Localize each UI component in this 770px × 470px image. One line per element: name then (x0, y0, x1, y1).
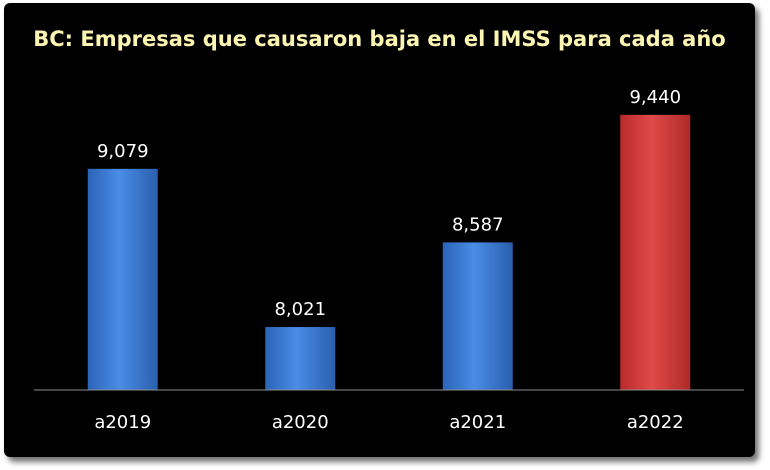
bar-a2020 (265, 327, 336, 390)
bar-a2021 (442, 242, 513, 390)
labels-layer: 9,079 a2019 8,021 a2020 8,587 a2021 9,440 a2022 (94, 87, 683, 433)
data-label-a2021: 8,587 (452, 214, 504, 235)
bar-chart: 9,079 a2019 8,021 a2020 8,587 a2021 9,440 a2022 (34, 87, 744, 433)
x-tick-label-a2021: a2021 (449, 412, 506, 433)
x-tick-label-a2019: a2019 (94, 412, 151, 433)
x-tick-label-a2022: a2022 (627, 412, 684, 433)
data-label-a2019: 9,079 (97, 141, 149, 162)
data-label-a2022: 9,440 (629, 87, 681, 108)
bars-layer (87, 114, 691, 390)
bar-a2022 (620, 114, 691, 390)
x-tick-label-a2020: a2020 (272, 412, 329, 433)
bar-a2019 (87, 168, 158, 390)
chart-title: BC: Empresas que causaron baja en el IMS… (33, 27, 726, 51)
chart-frame: BC: Empresas que causaron baja en el IMS… (4, 3, 755, 457)
data-label-a2020: 8,021 (274, 299, 326, 320)
